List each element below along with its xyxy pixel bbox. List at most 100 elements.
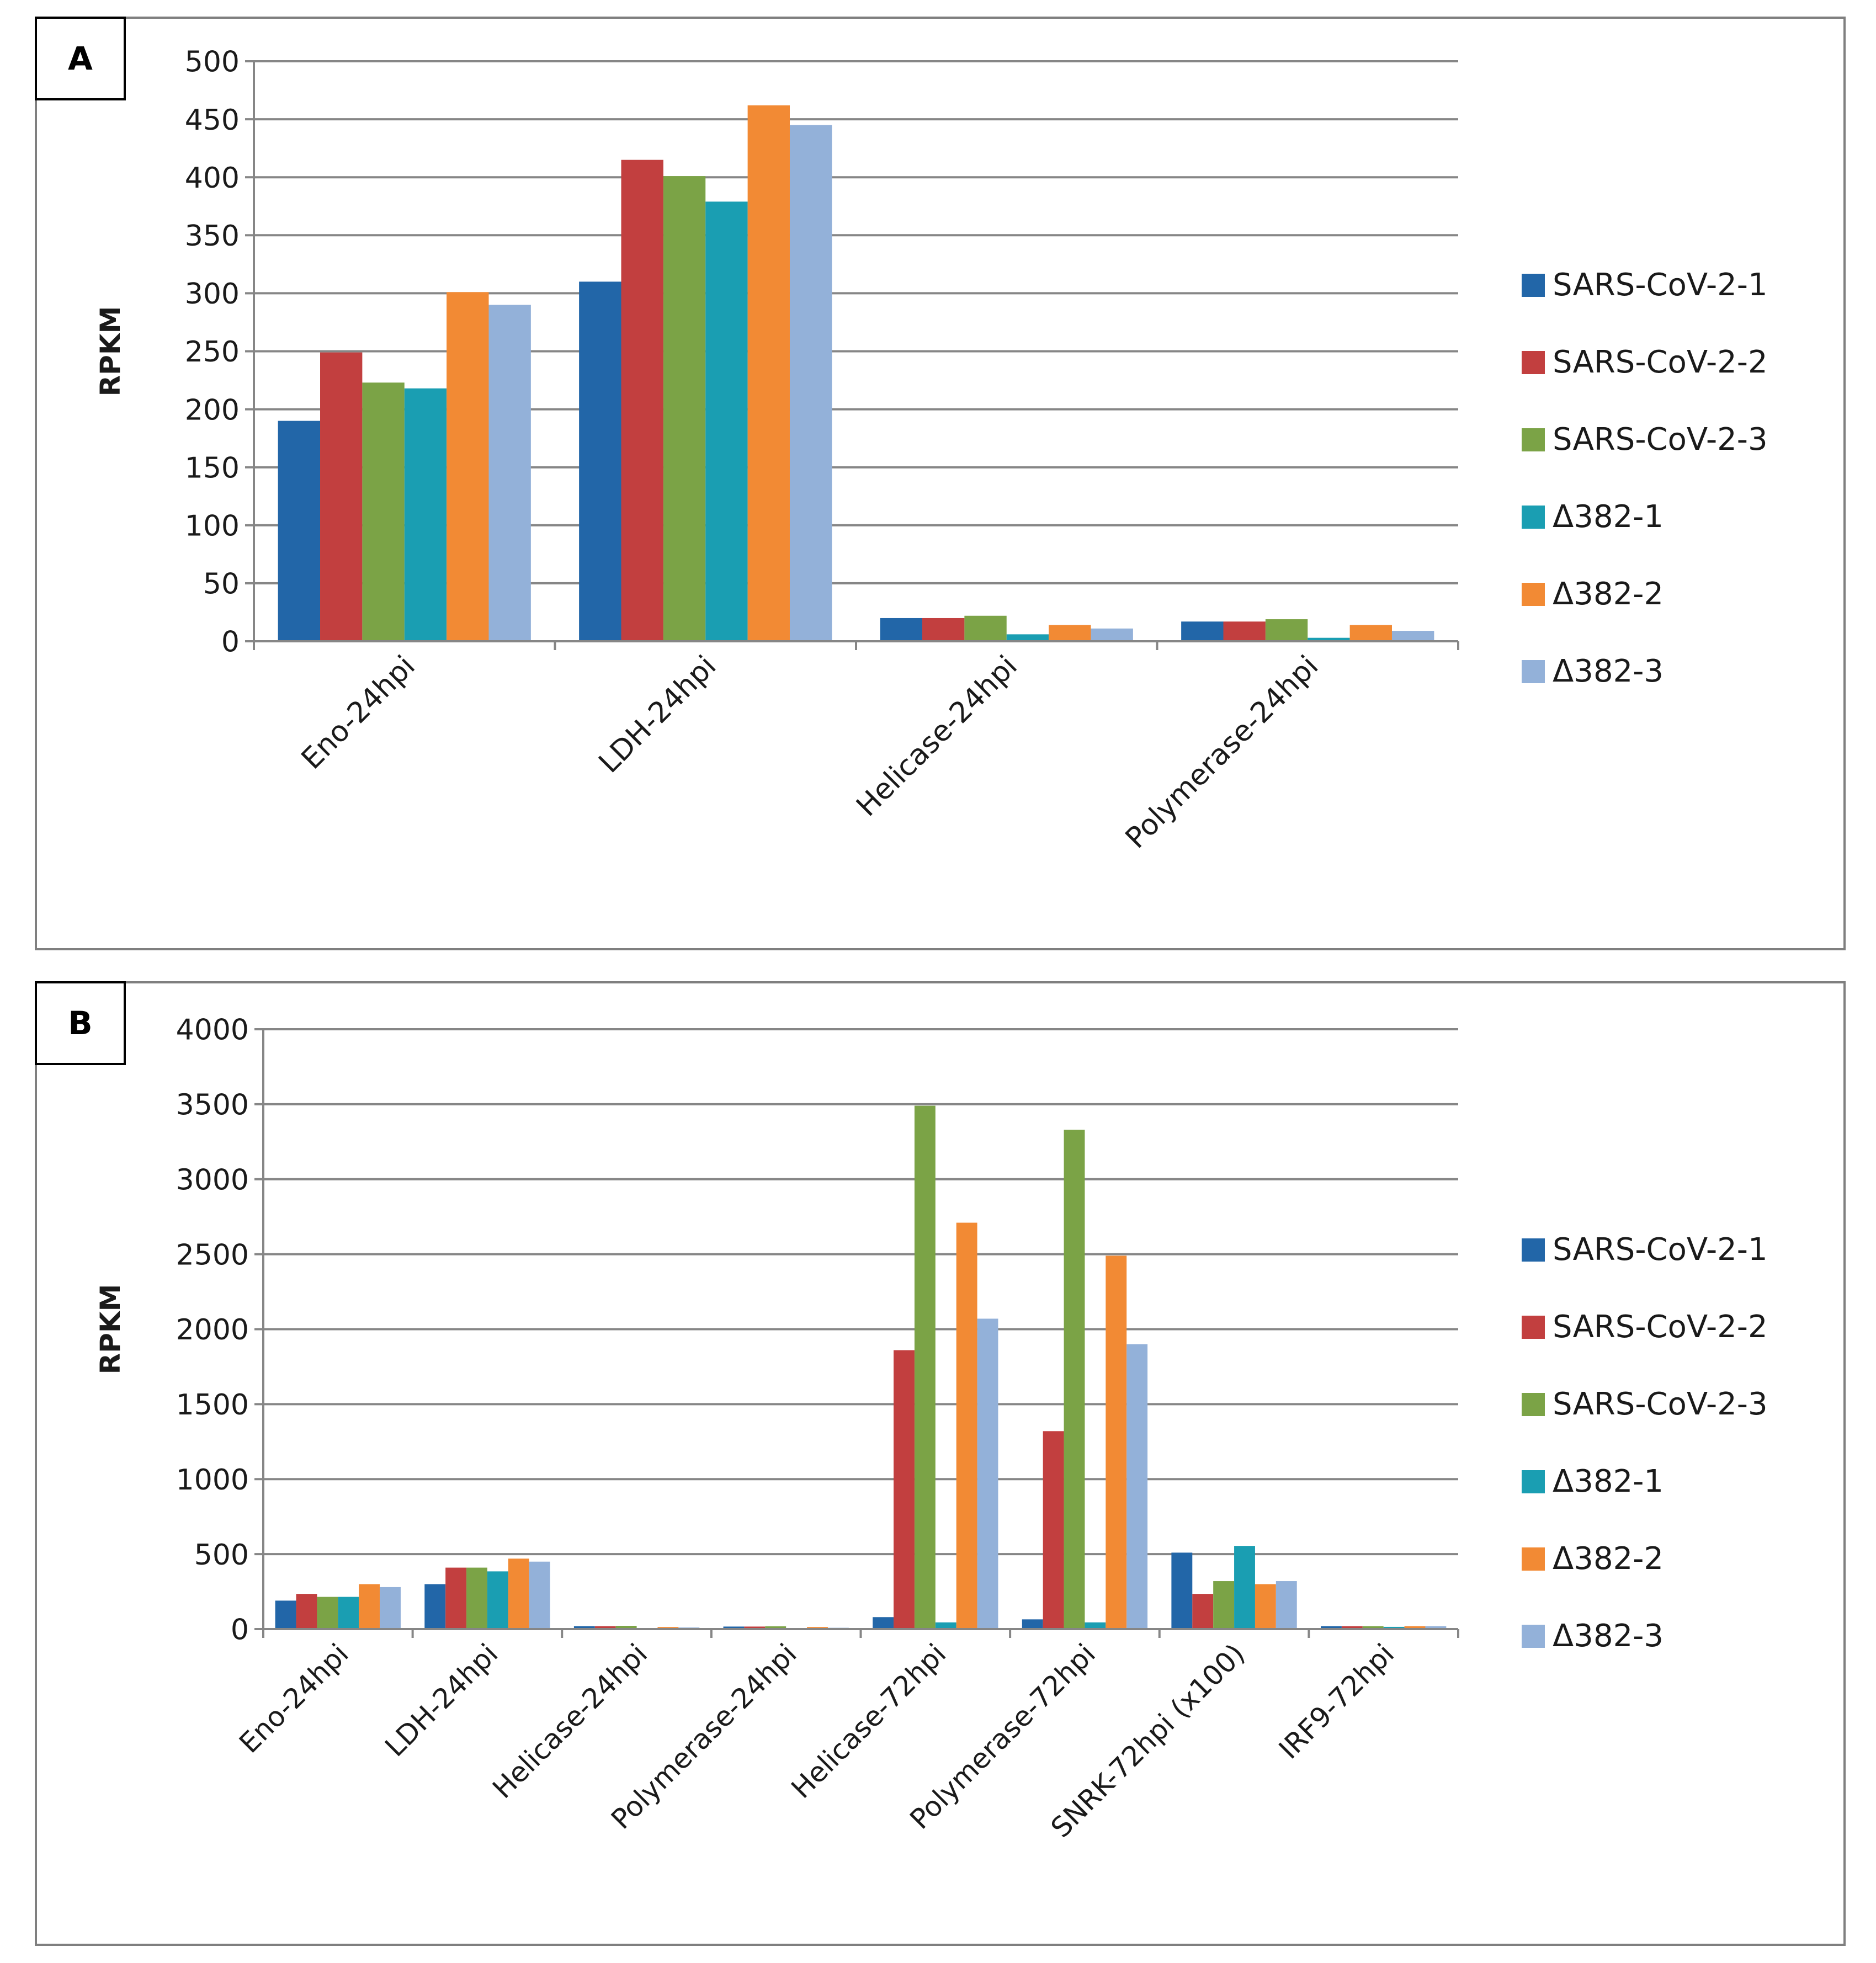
bar-polymerase-24hpi-series-5 <box>1349 625 1392 641</box>
bar-ldh-24hpi-series-5 <box>508 1558 529 1629</box>
y-tick-label: 0 <box>221 626 240 659</box>
legend-item: SARS-CoV-2-2 <box>1522 344 1768 380</box>
bar-ldh-24hpi-series-1 <box>579 281 621 641</box>
legend-swatch <box>1522 505 1545 529</box>
bar-polymerase-24hpi-series-3 <box>1265 619 1308 641</box>
bar-polymerase-24hpi-series-2 <box>1223 621 1266 641</box>
bar-ldh-24hpi-series-3 <box>466 1567 487 1629</box>
bar-helicase-72hpi-series-5 <box>956 1222 977 1629</box>
bar-helicase-72hpi-series-2 <box>894 1350 915 1629</box>
y-tick-label: 350 <box>185 220 240 253</box>
bar-ldh-24hpi-series-1 <box>424 1584 446 1629</box>
bar-ldh-24hpi-series-2 <box>445 1567 467 1629</box>
legend-label: Δ382-2 <box>1553 576 1664 612</box>
bar-helicase-24hpi-series-3 <box>964 615 1007 641</box>
y-tick-label: 150 <box>185 451 240 485</box>
x-tick-label: IRF9-72hpi <box>1273 1637 1400 1765</box>
bar-ldh-24hpi-series-6 <box>789 125 832 642</box>
y-tick-label: 50 <box>203 568 240 601</box>
y-tick-label: 1000 <box>176 1464 249 1497</box>
bar-irf9-72hpi-series-2 <box>1341 1626 1363 1629</box>
legend-label: SARS-CoV-2-2 <box>1553 344 1768 380</box>
bar-polymerase-72hpi-series-3 <box>1064 1130 1085 1629</box>
bar-polymerase-24hpi-series-3 <box>765 1626 786 1629</box>
legend-label: SARS-CoV-2-3 <box>1553 422 1768 457</box>
legend-swatch <box>1522 1315 1545 1339</box>
bar-polymerase-72hpi-series-1 <box>1022 1619 1043 1629</box>
chart-a-plot: 0 50 100 150 200 250 300 350 400 450 500 RPKM Eno-24… <box>94 46 1459 855</box>
legend-swatch <box>1522 428 1545 451</box>
y-tick-label: 100 <box>185 510 240 543</box>
bar-snrk-72hpi-x100--series-1 <box>1171 1552 1193 1629</box>
y-tick-label: 0 <box>231 1614 249 1647</box>
legend-swatch <box>1522 350 1545 374</box>
bar-helicase-72hpi-series-6 <box>977 1318 998 1629</box>
legend-item: SARS-CoV-2-3 <box>1522 1386 1768 1422</box>
bar-eno-24hpi-series-2 <box>320 352 363 641</box>
bar-polymerase-24hpi-series-1 <box>723 1626 745 1629</box>
y-tick-label: 500 <box>185 46 240 79</box>
bar-irf9-72hpi-series-4 <box>1383 1626 1405 1629</box>
legend-item: SARS-CoV-2-1 <box>1522 267 1768 303</box>
legend-label: SARS-CoV-2-2 <box>1553 1309 1768 1345</box>
bar-eno-24hpi-series-1 <box>278 421 321 641</box>
gridlines <box>254 1028 1458 1630</box>
bar-eno-24hpi-series-3 <box>317 1597 338 1629</box>
y-tick-label: 300 <box>185 278 240 311</box>
bar-helicase-24hpi-series-1 <box>573 1626 595 1629</box>
legend-item: Δ382-1 <box>1522 499 1664 535</box>
bar-helicase-24hpi-series-3 <box>615 1626 637 1629</box>
bar-helicase-24hpi-series-2 <box>594 1626 616 1629</box>
bar-helicase-72hpi-series-4 <box>935 1622 956 1629</box>
legend-item: SARS-CoV-2-2 <box>1522 1309 1768 1345</box>
legend-item: SARS-CoV-2-3 <box>1522 422 1768 457</box>
y-axis-label: RPKM <box>94 306 126 397</box>
bars <box>275 1105 1447 1629</box>
y-tick-label: 2500 <box>176 1238 249 1272</box>
bar-polymerase-24hpi-series-4 <box>1308 637 1350 641</box>
legend-swatch <box>1522 1238 1545 1262</box>
y-tick-label: 2000 <box>176 1313 249 1347</box>
bar-snrk-72hpi-x100--series-2 <box>1192 1594 1214 1629</box>
bar-eno-24hpi-series-6 <box>488 305 531 641</box>
y-tick-label: 1500 <box>176 1389 249 1422</box>
bar-ldh-24hpi-series-4 <box>487 1571 508 1629</box>
bar-eno-24hpi-series-2 <box>296 1594 317 1629</box>
chart-panel-b: B 0 500 1000 1500 2000 2500 3000 3500 4000 RPKM En… <box>35 981 1846 1946</box>
legend-swatch <box>1522 659 1545 683</box>
bar-irf9-72hpi-series-6 <box>1425 1626 1447 1629</box>
bar-eno-24hpi-series-3 <box>362 382 405 641</box>
chart-b-plot: 0 500 1000 1500 2000 2500 3000 3500 4000 RPKM Eno-… <box>94 1014 1459 1844</box>
bar-eno-24hpi-series-1 <box>275 1600 296 1629</box>
legend-label: SARS-CoV-2-1 <box>1553 267 1768 303</box>
x-tick-label: Eno-24hpi <box>295 650 422 776</box>
y-tick-label: 3000 <box>176 1163 249 1196</box>
x-tick-label: Helicase-24hpi <box>850 650 1024 823</box>
y-tick-label: 250 <box>185 336 240 369</box>
y-tick-label: 500 <box>194 1539 249 1572</box>
bar-polymerase-24hpi-series-2 <box>744 1626 766 1629</box>
bar-irf9-72hpi-series-3 <box>1362 1626 1384 1629</box>
bar-snrk-72hpi-x100--series-4 <box>1234 1546 1255 1629</box>
bars <box>278 105 1434 642</box>
y-axis-label: RPKM <box>94 1284 126 1375</box>
legend-swatch <box>1522 1547 1545 1571</box>
legend-item: Δ382-2 <box>1522 576 1664 612</box>
bar-helicase-72hpi-series-3 <box>914 1105 936 1629</box>
bar-ldh-24hpi-series-5 <box>747 105 790 642</box>
bar-helicase-24hpi-series-1 <box>880 618 923 641</box>
y-tick-label: 400 <box>185 162 240 195</box>
bar-polymerase-24hpi-series-6 <box>1391 631 1434 641</box>
panel-label-b: B <box>35 981 126 1065</box>
x-tick-label: Eno-24hpi <box>233 1637 354 1759</box>
bar-snrk-72hpi-x100--series-3 <box>1213 1581 1235 1629</box>
x-tick-label: LDH-24hpi <box>379 1637 504 1763</box>
bar-helicase-24hpi-series-6 <box>1091 628 1133 641</box>
bar-eno-24hpi-series-4 <box>404 388 447 641</box>
legend-item: Δ382-3 <box>1522 1618 1664 1654</box>
legend-swatch <box>1522 1624 1545 1648</box>
bar-snrk-72hpi-x100--series-5 <box>1255 1584 1276 1629</box>
legend-label: SARS-CoV-2-1 <box>1553 1232 1768 1268</box>
x-tick-label: Polymerase-24hpi <box>1119 650 1325 855</box>
bar-ldh-24hpi-series-3 <box>663 176 706 641</box>
